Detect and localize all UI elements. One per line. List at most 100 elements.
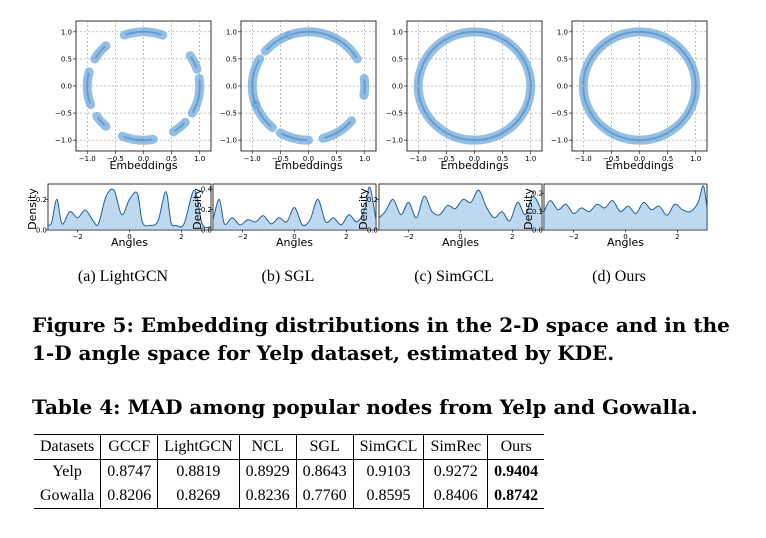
subplot-b-embedding-core-3 <box>281 132 308 142</box>
subplot-a-density-xtick-label-1: 0 <box>127 233 131 241</box>
subplot-a-embedding-core-1 <box>190 56 198 69</box>
subplot-a-embedding-core-5 <box>96 116 106 126</box>
cell-gowalla-ours: 0.8742 <box>487 484 545 509</box>
subplot-d-xtick-label-2: 0.0 <box>634 155 645 163</box>
subplot-d-xtick-label-4: 1.0 <box>690 155 701 163</box>
subplot-b-xtick-label-2: 0.0 <box>303 155 314 163</box>
subplot-b-embedding-core-0 <box>290 30 358 59</box>
subplot-b-ytick-label-2: 0.0 <box>226 83 237 91</box>
subplot-b-embedding-arc-3 <box>275 128 313 145</box>
subplot-b-density-plot: −2 0 2 0.0 0.2 0.4 Angles Density <box>191 183 377 249</box>
subplot-a-ytick-label-2: 0.0 <box>61 83 72 91</box>
subplot-c-ytick-label-0: 1.0 <box>392 28 403 36</box>
subplot-d-ytick-label-0: 1.0 <box>557 28 568 36</box>
subplot-b-scatter-plot: −1.0 −0.5 0.0 0.5 1.0 1.0 0.5 0.0 −0.5 −1.0 Embedd… <box>220 20 377 172</box>
subplot-c-caption: (c) SimGCL <box>414 268 494 285</box>
subplot-a-scatter-xlabel: Embeddings <box>109 159 177 172</box>
subplot-c-xtick-label-1: −0.5 <box>438 155 455 163</box>
subplot-b-ytick-label-4: −1.0 <box>220 137 237 145</box>
subplot-c-scatter-plot: −1.0 −0.5 0.0 0.5 1.0 1.0 0.5 0.0 −0.5 −1.0 Embedd… <box>386 20 543 172</box>
subplot-a-density-line <box>47 188 212 229</box>
header-ours: Ours <box>487 434 545 460</box>
subplot-a-caption: (a) LightGCN <box>77 268 169 285</box>
cell-gowalla-simgcl: 0.8595 <box>353 484 425 509</box>
subplot-c-density-xtick-label-2: 2 <box>510 233 514 241</box>
subplot-b-embedding-core-1 <box>363 79 366 95</box>
subplot-d: −1.0 −0.5 0.0 0.5 1.0 1.0 0.5 0.0 −0.5 −1.0 Embedd… <box>522 18 708 290</box>
subplot-c-density-area <box>379 190 542 230</box>
subplot-c-embedding-arc-0 <box>413 27 536 145</box>
cell-gowalla-simrec: 0.8406 <box>423 484 489 509</box>
subplot-d-scatter-xlabel: Embeddings <box>605 159 673 172</box>
subplot-b-xtick-label-0: −1.0 <box>244 155 261 163</box>
subplot-a-embedding-core-4 <box>123 135 153 142</box>
subplot-a-xtick-label-3: 0.5 <box>166 155 177 163</box>
subplot-b-xtick-label-1: −0.5 <box>272 155 289 163</box>
subplot-c-embedding-core-0 <box>417 30 532 142</box>
subplot-a-ytick-label-3: −0.5 <box>55 110 72 118</box>
subplot-d-ytick-label-3: −0.5 <box>551 110 568 118</box>
subplot-b-density-xtick-label-1: 0 <box>292 233 296 241</box>
subplot-c-density-plot: −2 0 2 0.0 0.2 Angles Density <box>357 183 543 249</box>
cell-gowalla-dataset: Gowalla <box>34 484 102 509</box>
subplot-d-xtick-label-3: 0.5 <box>662 155 673 163</box>
subplot-c-ytick-label-1: 0.5 <box>392 55 403 63</box>
subplot-a-xtick-label-1: −0.5 <box>107 155 124 163</box>
cell-yelp-simgcl: 0.9103 <box>353 459 425 484</box>
subplot-a-density-ylabel: Density <box>26 188 39 230</box>
subplot-a-embedding-core-2 <box>192 79 201 113</box>
subplot-a-scatter-plot: −1.0 −0.5 0.0 0.5 1.0 1.0 0.5 0.0 −0.5 −1.0 Embedd… <box>55 20 212 172</box>
subplot-b-scatter-xlabel: Embeddings <box>274 159 342 172</box>
subplot-a: −1.0 −0.5 0.0 0.5 1.0 1.0 0.5 0.0 −0.5 −1.0 Embedd… <box>26 18 212 290</box>
table-row-gowalla: Gowalla 0.8206 0.8269 0.8236 0.7760 0.85… <box>34 484 545 509</box>
subplot-a-xtick-label-0: −1.0 <box>79 155 96 163</box>
subplot-a-density-xtick-label-0: −2 <box>72 233 82 241</box>
subplot-d-xtick-label-1: −0.5 <box>603 155 620 163</box>
subplot-a-density-ytick-label-1: 0.2 <box>36 196 47 204</box>
cell-gowalla-ncl: 0.8236 <box>239 484 297 509</box>
subplot-d-density-plot: −2 0 2 0.0 0.1 0.2 Angles Density <box>522 183 708 249</box>
subplot-a-density-frame <box>47 183 212 231</box>
subplot-a-embedding-arc-0 <box>119 27 168 40</box>
subplot-a-embedding-arc-4 <box>117 131 158 145</box>
header-gccf: GCCF <box>100 434 159 460</box>
subplot-d-ytick-label-2: 0.0 <box>557 83 568 91</box>
subplot-b-embedding-arc-0 <box>284 27 362 64</box>
subplot-c-density-line <box>378 189 543 222</box>
subplot-b-svg: −1.0 −0.5 0.0 0.5 1.0 1.0 0.5 0.0 −0.5 −1.0 Embedd… <box>191 20 377 249</box>
subplot-c-density-xlabel: Angles <box>442 236 479 249</box>
subplot-b-density-xtick-label-0: −2 <box>237 233 247 241</box>
subplot-c-density-ylabel: Density <box>357 188 370 230</box>
subplot-a-xtick-label-2: 0.0 <box>138 155 149 163</box>
subplot-b-ytick-label-0: 1.0 <box>226 28 237 36</box>
subplot-d-ytick-label-1: 0.5 <box>557 55 568 63</box>
subplot-d-density-ytick-label-2: 0.2 <box>532 190 543 198</box>
header-sgl: SGL <box>296 434 354 460</box>
subplot-b-density-xlabel: Angles <box>276 236 313 249</box>
subplot-c-ytick-label-3: −0.5 <box>386 110 403 118</box>
subplot-d-density-xlabel: Angles <box>607 236 644 249</box>
subplot-c-density-xtick-label-0: −2 <box>403 233 413 241</box>
subplot-b-xtick-label-4: 1.0 <box>359 155 370 163</box>
subplot-a-xtick-label-4: 1.0 <box>194 155 205 163</box>
subplot-b-embedding-arc-2 <box>318 116 357 143</box>
subplot-a-ytick-label-4: −1.0 <box>55 137 72 145</box>
subplot-a-embedding-arc-5 <box>92 111 111 131</box>
subplot-b-ytick-label-3: −0.5 <box>220 110 237 118</box>
subplot-d-embedding-core-0 <box>582 30 697 142</box>
subplot-a-density-xtick-label-2: 2 <box>179 233 183 241</box>
subplot-d-ytick-label-4: −1.0 <box>551 137 568 145</box>
subplot-b-density-xtick-label-2: 2 <box>344 233 348 241</box>
subplot-a-embedding-arc-2 <box>187 73 205 118</box>
subplot-a-ytick-label-1: 0.5 <box>61 55 72 63</box>
subplot-c-xtick-label-0: −1.0 <box>410 155 427 163</box>
cell-gowalla-gccf: 0.8206 <box>100 484 159 509</box>
subplot-c-xtick-label-4: 1.0 <box>525 155 536 163</box>
subplot-c-density-xtick-label-1: 0 <box>458 233 462 241</box>
subplot-c-xtick-label-3: 0.5 <box>497 155 508 163</box>
cell-yelp-simrec: 0.9272 <box>423 459 489 484</box>
cell-yelp-gccf: 0.8747 <box>100 459 159 484</box>
subplot-a-embedding-arc-7 <box>90 41 111 64</box>
subplot-b-ytick-label-1: 0.5 <box>226 55 237 63</box>
subplot-c-density-ytick-label-1: 0.2 <box>367 196 378 204</box>
